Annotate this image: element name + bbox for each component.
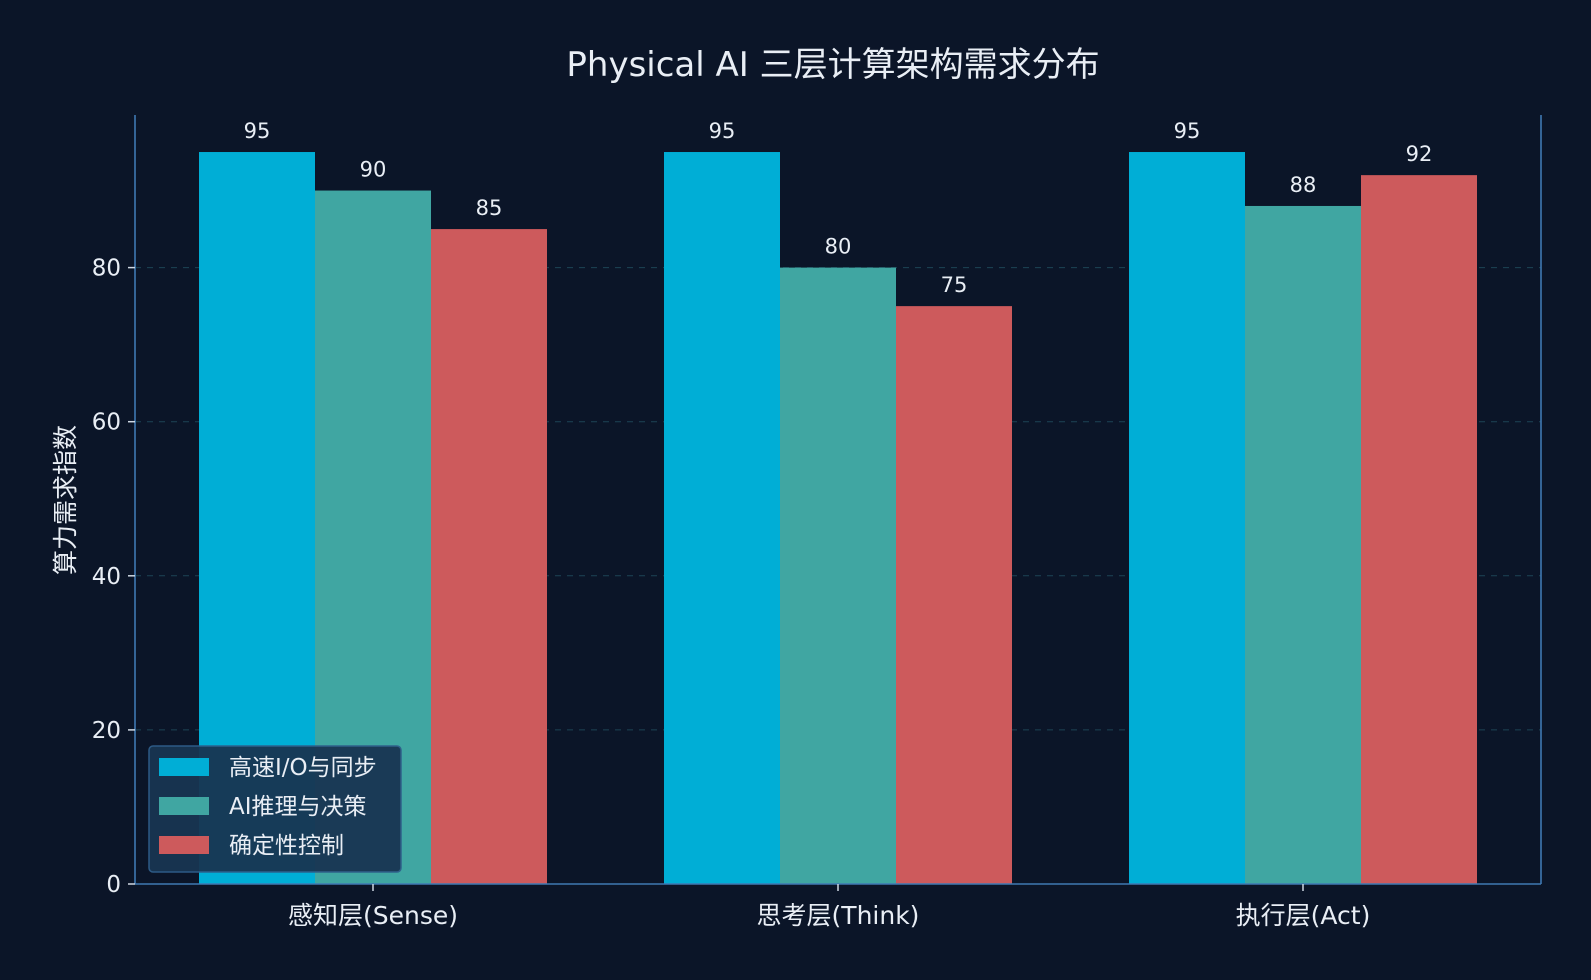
data-label: 80 <box>825 235 852 259</box>
data-label: 88 <box>1290 173 1317 197</box>
bar <box>664 152 780 884</box>
y-tick-label: 80 <box>92 256 121 282</box>
bar <box>780 267 896 885</box>
data-label: 75 <box>941 273 968 297</box>
bar <box>1245 205 1361 884</box>
y-axis-title: 算力需求指数 <box>51 425 80 575</box>
bars <box>199 152 1477 885</box>
data-label: 95 <box>244 119 271 143</box>
bar <box>1129 152 1245 884</box>
x-ticks: 感知层(Sense) 思考层(Think) 执行层(Act) <box>288 884 1370 930</box>
data-label: 95 <box>709 119 736 143</box>
value-labels: 95 90 85 95 80 75 95 88 92 <box>244 119 1433 297</box>
legend-swatch <box>159 836 209 854</box>
y-tick-label: 60 <box>92 410 121 436</box>
chart-title: Physical AI 三层计算架构需求分布 <box>566 45 1099 85</box>
bar <box>896 306 1012 884</box>
legend-entry: AI推理与决策 <box>229 794 367 820</box>
y-ticks: 0 20 40 60 80 <box>92 256 135 898</box>
y-tick-label: 0 <box>106 872 121 898</box>
x-tick-label: 感知层(Sense) <box>288 901 458 930</box>
bar <box>431 229 547 884</box>
legend-entry: 高速I/O与同步 <box>229 755 377 781</box>
data-label: 90 <box>360 158 387 182</box>
legend-swatch <box>159 758 209 776</box>
legend-entry: 确定性控制 <box>229 833 344 859</box>
legend-box <box>148 745 402 873</box>
bar <box>1361 175 1477 884</box>
y-tick-label: 20 <box>92 718 121 744</box>
data-label: 95 <box>1174 119 1201 143</box>
data-label: 92 <box>1406 142 1433 166</box>
x-tick-label: 思考层(Think) <box>757 901 920 930</box>
y-tick-label: 40 <box>92 564 121 590</box>
legend-swatch <box>159 797 209 815</box>
x-tick-label: 执行层(Act) <box>1236 901 1371 930</box>
data-label: 85 <box>476 196 503 220</box>
